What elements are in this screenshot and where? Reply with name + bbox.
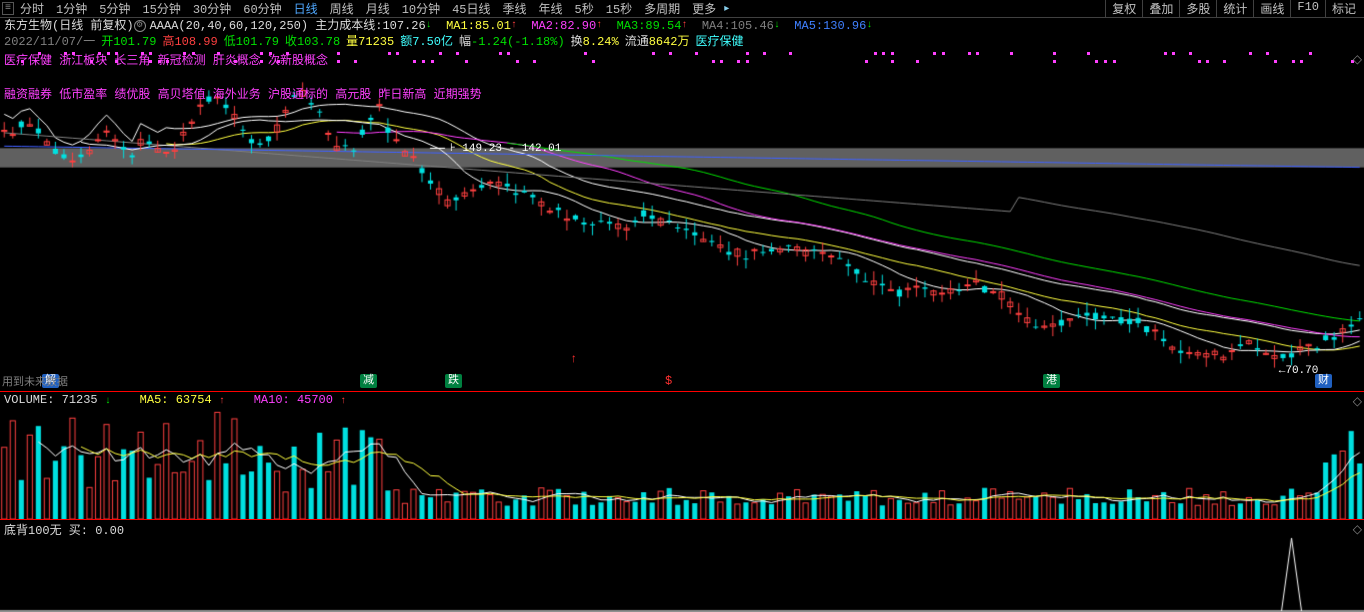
gear-icon[interactable]: ⚙: [134, 20, 146, 32]
timeframe-1分钟[interactable]: 1分钟: [50, 2, 93, 18]
low-lbl: 低: [224, 35, 236, 49]
ma1-label: MA1:: [446, 19, 475, 33]
timeframe-15秒[interactable]: 15秒: [600, 2, 638, 18]
indicator-header: 底背100无 买: 0.00: [4, 521, 124, 538]
low-val: 101.79: [236, 35, 279, 49]
timeframe-5秒[interactable]: 5秒: [569, 2, 600, 18]
ma4-val: 105.46: [731, 19, 774, 33]
vol-arrow-down-icon: ↓: [105, 396, 111, 407]
timeframe-group: ≡ 分时1分钟5分钟15分钟30分钟60分钟日线周线月线10分钟45日线季线年线…: [2, 0, 729, 17]
open-lbl: 开: [101, 35, 113, 49]
turn-lbl: 换: [571, 35, 583, 49]
ma5-label: MA5:: [794, 19, 823, 33]
close-val: 103.78: [297, 35, 340, 49]
timeframe-年线[interactable]: 年线: [533, 2, 569, 18]
ma3-val: 89.54: [645, 19, 681, 33]
high-lbl: 高: [162, 35, 174, 49]
chg-val: -1.24(-1.18%): [471, 35, 565, 49]
event-badge[interactable]: 跌: [445, 374, 462, 388]
amt-val: 7.50亿: [412, 35, 453, 49]
open-val: 101.79: [113, 35, 156, 49]
volume-panel[interactable]: VOLUME: 71235 ↓ MA5: 63754 ↑ MA10: 45700…: [0, 392, 1364, 520]
candlestick-chart[interactable]: 医疗保健 浙江板块 长三角 新冠检测 肝炎概念 次新股概念 融资融券 低市盈率 …: [0, 50, 1364, 392]
timeframe-30分钟[interactable]: 30分钟: [187, 2, 237, 18]
aaaa-params: (20,40,60,120,250): [178, 19, 308, 33]
timeframe-分时[interactable]: 分时: [14, 2, 50, 18]
tool-F10[interactable]: F10: [1290, 0, 1325, 18]
indicator-panel[interactable]: 底背100无 买: 0.00 ◇: [0, 520, 1364, 612]
volma5-arrow-up-icon: ↑: [219, 396, 225, 407]
right-tools: 复权叠加多股统计画线F10标记: [1105, 0, 1362, 18]
ma3-arrow-up-icon: ↑: [681, 19, 687, 33]
amt-lbl: 额: [400, 35, 412, 49]
float-lbl: 流通: [625, 35, 649, 49]
cost-val: 107.26: [382, 19, 425, 33]
price-band-label: ⊦ 149.23 - 142.01: [448, 141, 563, 155]
high-val: 108.99: [174, 35, 217, 49]
concept-tags-1: 医疗保健 浙江板块 长三角 新冠检测 肝炎概念 次新股概念: [0, 52, 332, 70]
volume-header: VOLUME: 71235 ↓ MA5: 63754 ↑ MA10: 45700…: [4, 393, 346, 407]
tool-复权[interactable]: 复权: [1105, 0, 1142, 18]
timeframe-月线[interactable]: 月线: [360, 2, 396, 18]
panel-close-icon[interactable]: ◇: [1353, 394, 1362, 409]
ma4-label: MA4:: [702, 19, 731, 33]
future-data-note: 用到未来数据: [2, 373, 68, 389]
signal-dollar-icon[interactable]: $: [665, 374, 672, 388]
timeframe-多周期[interactable]: 多周期: [638, 2, 686, 18]
turn-val: 8.24%: [583, 35, 619, 49]
timeframe-60分钟[interactable]: 60分钟: [237, 2, 287, 18]
ma2-val: 82.90: [560, 19, 596, 33]
timeframe-更多[interactable]: 更多: [686, 2, 722, 18]
ma4-arrow-down-icon: ↓: [774, 19, 780, 33]
event-badge[interactable]: 港: [1043, 374, 1060, 388]
ohlc-line: 2022/11/07/一 开 101.79 高 108.99 低 101.79 …: [0, 34, 1364, 50]
ma1-arrow-up-icon: ↑: [511, 19, 517, 33]
title-line: 东方生物(日线 前复权) ⚙ AAAA (20,40,60,120,250) 主…: [0, 18, 1364, 34]
timeframe-季线[interactable]: 季线: [497, 2, 533, 18]
timeframe-15分钟[interactable]: 15分钟: [136, 2, 186, 18]
ma5-val: 130.96: [823, 19, 866, 33]
panel-close-icon[interactable]: ◇: [1353, 52, 1362, 67]
concept-tags-2: 融资融券 低市盈率 绩优股 高贝塔值 海外业务 沪股通标的 高元股 昨日新高 近…: [0, 86, 486, 104]
ma2-arrow-up-icon: ↑: [596, 19, 602, 33]
float-val: 8642万: [649, 35, 690, 49]
cost-arrow-down-icon: ↓: [426, 19, 432, 33]
ma3-label: MA3:: [617, 19, 646, 33]
timeframe-toolbar: ≡ 分时1分钟5分钟15分钟30分钟60分钟日线周线月线10分钟45日线季线年线…: [0, 0, 1364, 18]
tool-标记[interactable]: 标记: [1325, 0, 1362, 18]
low-price-label: ←70.70: [1279, 365, 1319, 377]
panel-close-icon[interactable]: ◇: [1353, 522, 1362, 537]
sector: 医疗保健: [696, 35, 744, 49]
timeframe-5分钟[interactable]: 5分钟: [93, 2, 136, 18]
tool-统计[interactable]: 统计: [1216, 0, 1253, 18]
ma2-label: MA2:: [531, 19, 560, 33]
timeframe-周线[interactable]: 周线: [324, 2, 360, 18]
signal-up-arrow-icon: ↑: [570, 352, 577, 366]
ma1-val: 85.01: [475, 19, 511, 33]
more-arrow-icon[interactable]: ▸: [724, 3, 729, 15]
chg-lbl: 幅: [459, 35, 471, 49]
cost-label: 主力成本线:: [315, 19, 382, 33]
vol-lbl: 量: [346, 35, 358, 49]
volma10-arrow-up-icon: ↑: [340, 396, 346, 407]
close-lbl: 收: [285, 35, 297, 49]
timeframe-45日线[interactable]: 45日线: [446, 2, 496, 18]
event-badge[interactable]: 减: [360, 374, 377, 388]
date: 2022/11/07/一: [4, 35, 95, 49]
ma5-arrow-down-icon: ↓: [866, 19, 872, 33]
vol-val: 71235: [358, 35, 394, 49]
volume-canvas: [0, 392, 1364, 519]
timeframe-日线[interactable]: 日线: [288, 2, 324, 18]
stock-title: 东方生物(日线 前复权): [4, 19, 134, 33]
indicator-canvas: [0, 520, 1364, 612]
event-badge[interactable]: 财: [1315, 374, 1332, 388]
tool-叠加[interactable]: 叠加: [1142, 0, 1179, 18]
tool-多股[interactable]: 多股: [1179, 0, 1216, 18]
timeframe-10分钟[interactable]: 10分钟: [396, 2, 446, 18]
tool-画线[interactable]: 画线: [1253, 0, 1290, 18]
toolbar-leading-icon[interactable]: ≡: [2, 2, 14, 15]
aaaa-label: AAAA: [150, 19, 179, 33]
